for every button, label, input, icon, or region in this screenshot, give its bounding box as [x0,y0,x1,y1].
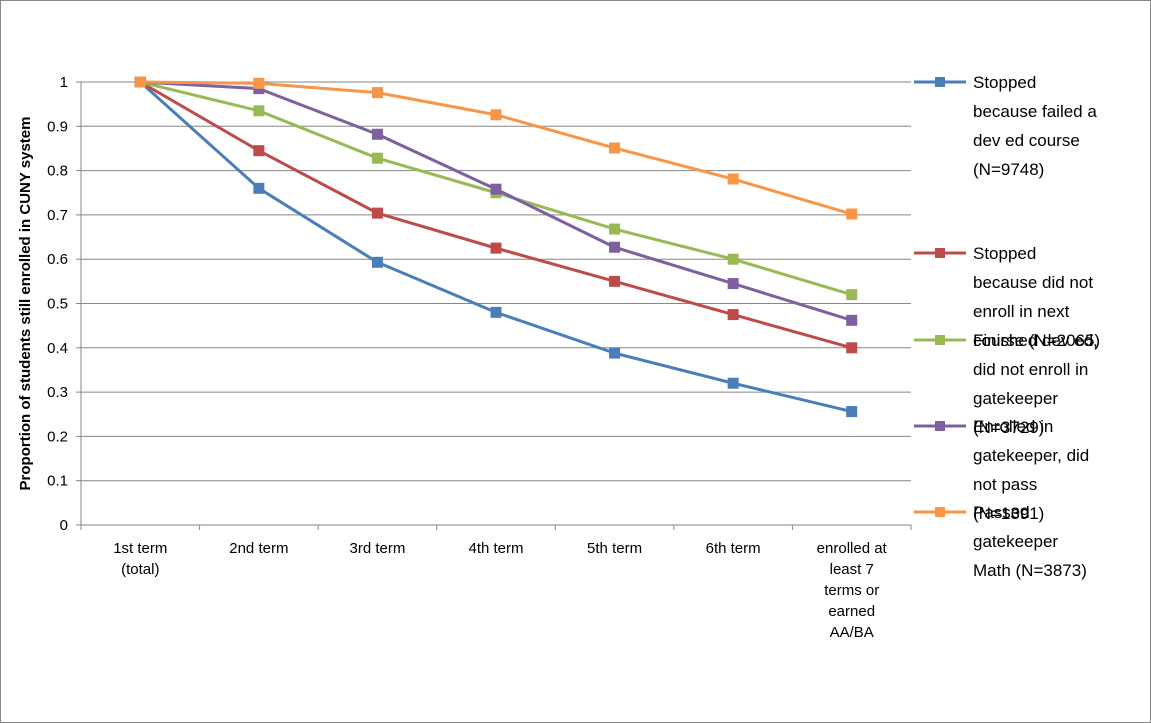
data-point [727,278,739,290]
x-tick-label: 1st term (total) [113,540,167,578]
data-point [490,109,502,121]
y-tick-label: 0.7 [47,207,68,224]
y-tick-label: 0.6 [47,251,68,268]
data-point [134,76,146,88]
legend-marker [935,507,945,517]
data-point [371,256,383,268]
data-point [609,347,621,359]
y-tick-label: 0.5 [47,296,68,313]
x-tick-label: 5th term [587,540,642,557]
legend-entry: Stopped because failed a dev ed course (N=9… [973,73,1097,179]
x-tick-label: 4th term [468,540,523,557]
y-tick-label: 0.9 [47,118,68,135]
legend-entry: Passed gatekeeper Math (N=3873) [973,503,1087,580]
x-tick-label: 3rd term [349,540,405,557]
legend-entry: Stopped because did not enroll in next cour… [973,244,1100,350]
data-point [846,208,858,220]
data-point [253,77,265,89]
y-tick-label: 0 [60,517,68,534]
data-point [609,223,621,235]
data-point [490,183,502,195]
legend-entry: Finished dev ed, did not enroll in gatekee… [973,331,1098,437]
x-tick-label: 2nd term [229,540,288,557]
legend-marker [935,335,945,345]
legend-marker [935,421,945,431]
y-axis-title: Proportion of students still enrolled in… [17,117,34,491]
data-point [253,182,265,194]
data-point [727,309,739,321]
y-tick-label: 1 [60,74,68,91]
y-tick-label: 0.1 [47,473,68,490]
data-point [609,142,621,154]
y-tick-label: 0.2 [47,428,68,445]
x-tick-label: 6th term [706,540,761,557]
data-point [253,105,265,117]
data-point [490,306,502,318]
data-point [609,241,621,253]
data-point [609,275,621,287]
data-point [371,87,383,99]
data-point [846,342,858,354]
y-tick-label: 0.4 [47,340,68,357]
x-tick-label: enrolled at least 7 terms or earned AA/BA [817,540,888,641]
data-point [846,289,858,301]
data-point [727,173,739,185]
data-point [490,242,502,254]
data-point [727,253,739,265]
data-point [253,145,265,157]
data-point [371,128,383,140]
legend-entry: Enrolled in gatekeeper, did not pass (N=139… [973,417,1089,523]
data-point [371,207,383,219]
legend-marker [935,248,945,258]
data-point [846,314,858,326]
data-point [371,152,383,164]
legend-marker [935,77,945,87]
data-point [846,406,858,418]
y-tick-label: 0.3 [47,384,68,401]
y-tick-label: 0.8 [47,163,68,180]
data-point [727,377,739,389]
